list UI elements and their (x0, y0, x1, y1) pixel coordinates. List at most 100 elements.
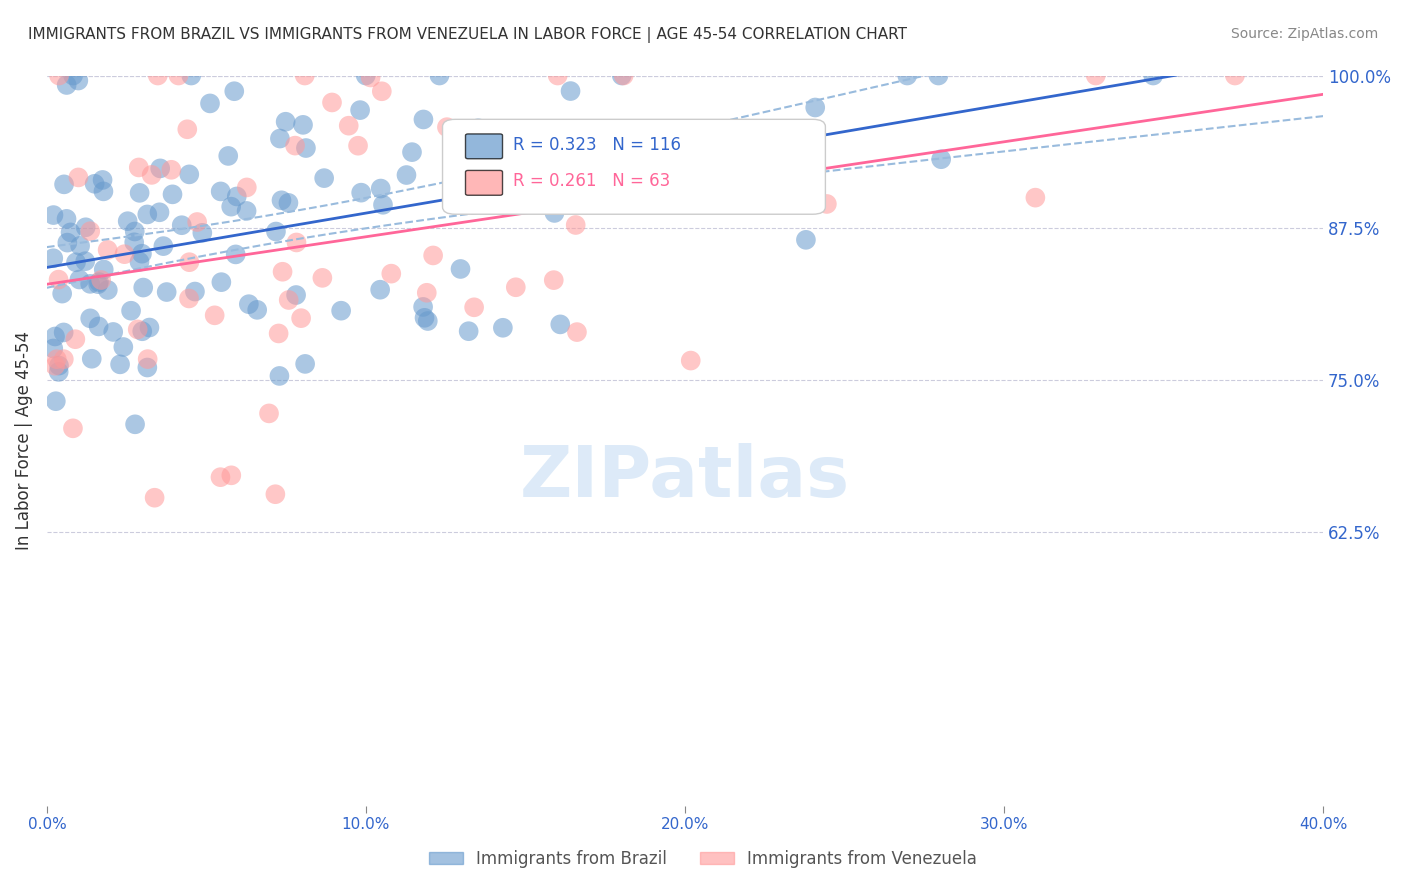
Immigrants from Venezuela (204, 308, 226, 322)
Immigrants from Brazil (927, 69, 949, 83)
Immigrants from Brazil (225, 247, 247, 261)
Immigrants from Brazil (69, 239, 91, 253)
Immigrants from Brazil (457, 144, 479, 158)
Immigrants from Venezuela (209, 470, 232, 484)
Immigrants from Venezuela (143, 491, 166, 505)
Immigrants from Venezuela (321, 95, 343, 110)
Immigrants from Brazil (225, 189, 247, 203)
Immigrants from Venezuela (177, 292, 200, 306)
Immigrants from Brazil (51, 286, 73, 301)
Immigrants from Venezuela (371, 84, 394, 98)
Immigrants from Brazil (413, 310, 436, 325)
Immigrants from Venezuela (360, 70, 382, 85)
Immigrants from Brazil (162, 187, 184, 202)
Immigrants from Brazil (128, 254, 150, 268)
Immigrants from Brazil (44, 329, 66, 343)
Immigrants from Brazil (42, 208, 65, 222)
Immigrants from Brazil (295, 141, 318, 155)
Immigrants from Brazil (274, 114, 297, 128)
Immigrants from Brazil (330, 303, 353, 318)
Immigrants from Brazil (209, 185, 232, 199)
Immigrants from Brazil (148, 205, 170, 219)
Immigrants from Brazil (560, 84, 582, 98)
Legend: Immigrants from Brazil, Immigrants from Venezuela: Immigrants from Brazil, Immigrants from … (423, 844, 983, 875)
Immigrants from Brazil (191, 226, 214, 240)
Immigrants from Brazil (198, 96, 221, 111)
Immigrants from Venezuela (65, 332, 87, 346)
Text: IMMIGRANTS FROM BRAZIL VS IMMIGRANTS FROM VENEZUELA IN LABOR FORCE | AGE 45-54 C: IMMIGRANTS FROM BRAZIL VS IMMIGRANTS FRO… (28, 27, 907, 43)
Immigrants from Venezuela (1223, 69, 1246, 83)
Immigrants from Brazil (48, 359, 70, 373)
Immigrants from Venezuela (347, 138, 370, 153)
Immigrants from Venezuela (127, 322, 149, 336)
Immigrants from Brazil (117, 214, 139, 228)
Immigrants from Venezuela (277, 293, 299, 307)
Immigrants from Brazil (294, 357, 316, 371)
Immigrants from Venezuela (1024, 191, 1046, 205)
Immigrants from Venezuela (290, 311, 312, 326)
Immigrants from Venezuela (79, 224, 101, 238)
Immigrants from Brazil (87, 319, 110, 334)
Immigrants from Venezuela (186, 215, 208, 229)
Immigrants from Brazil (610, 69, 633, 83)
FancyBboxPatch shape (465, 134, 502, 159)
Immigrants from Venezuela (271, 265, 294, 279)
Immigrants from Brazil (59, 226, 82, 240)
Immigrants from Venezuela (52, 352, 75, 367)
Immigrants from Brazil (75, 220, 97, 235)
Immigrants from Brazil (246, 302, 269, 317)
Immigrants from Brazil (412, 112, 434, 127)
Immigrants from Brazil (752, 134, 775, 148)
Immigrants from Venezuela (284, 138, 307, 153)
Text: Source: ZipAtlas.com: Source: ZipAtlas.com (1230, 27, 1378, 41)
Immigrants from Brazil (209, 275, 232, 289)
FancyBboxPatch shape (443, 120, 825, 214)
Immigrants from Brazil (486, 168, 509, 182)
Immigrants from Brazil (131, 324, 153, 338)
Immigrants from Venezuela (422, 248, 444, 262)
Immigrants from Venezuela (449, 187, 471, 202)
Immigrants from Brazil (644, 150, 666, 164)
Immigrants from Brazil (450, 262, 472, 277)
Immigrants from Brazil (136, 207, 159, 221)
Immigrants from Brazil (124, 417, 146, 432)
Immigrants from Brazil (62, 69, 84, 83)
Text: ZIPatlas: ZIPatlas (520, 442, 851, 511)
Immigrants from Venezuela (236, 180, 259, 194)
Immigrants from Brazil (416, 314, 439, 328)
Immigrants from Brazil (648, 162, 671, 177)
Immigrants from Brazil (412, 300, 434, 314)
Immigrants from Brazil (48, 365, 70, 379)
Immigrants from Venezuela (541, 153, 564, 168)
Immigrants from Brazil (93, 185, 115, 199)
Immigrants from Venezuela (564, 218, 586, 232)
Immigrants from Brazil (277, 195, 299, 210)
Immigrants from Venezuela (179, 255, 201, 269)
Immigrants from Brazil (52, 326, 75, 340)
Immigrants from Brazil (45, 394, 67, 409)
Immigrants from Brazil (80, 351, 103, 366)
Immigrants from Venezuela (740, 187, 762, 202)
Immigrants from Brazil (184, 285, 207, 299)
Immigrants from Brazil (929, 152, 952, 166)
Immigrants from Brazil (593, 175, 616, 189)
Immigrants from Brazil (264, 225, 287, 239)
Immigrants from Venezuela (114, 247, 136, 261)
Immigrants from Venezuela (97, 243, 120, 257)
Immigrants from Venezuela (176, 122, 198, 136)
Immigrants from Brazil (132, 280, 155, 294)
Immigrants from Brazil (401, 145, 423, 160)
Immigrants from Brazil (314, 171, 336, 186)
Immigrants from Venezuela (815, 197, 838, 211)
Immigrants from Brazil (395, 168, 418, 182)
Immigrants from Brazil (224, 84, 246, 98)
Immigrants from Venezuela (136, 352, 159, 367)
Immigrants from Brazil (238, 297, 260, 311)
Immigrants from Brazil (131, 246, 153, 260)
Immigrants from Brazil (354, 69, 377, 83)
Immigrants from Brazil (103, 325, 125, 339)
Immigrants from Venezuela (294, 69, 316, 83)
Immigrants from Brazil (492, 320, 515, 334)
Immigrants from Brazil (55, 78, 77, 92)
Immigrants from Venezuela (543, 273, 565, 287)
